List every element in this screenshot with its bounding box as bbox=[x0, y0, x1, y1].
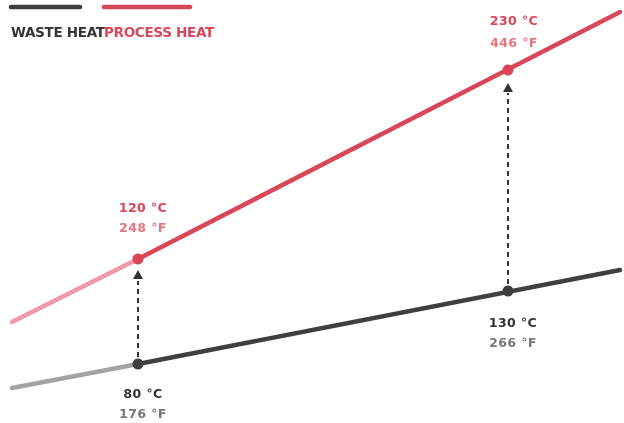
waste-high-celsius: 130 °C bbox=[489, 315, 537, 330]
waste-low-celsius: 80 °C bbox=[123, 386, 162, 401]
upgrade-arrow-low bbox=[133, 270, 143, 357]
process-heat-line-faded bbox=[9, 256, 141, 325]
legend-process-label: PROCESS HEAT bbox=[104, 25, 215, 41]
upgrade-arrow-high bbox=[503, 83, 513, 284]
upgrade-arrow-high-head bbox=[503, 83, 513, 92]
upgrade-arrow-low-head bbox=[133, 270, 143, 279]
legend: WASTE HEAT PROCESS HEAT bbox=[8, 4, 215, 41]
waste-heat-line-solid bbox=[135, 267, 623, 367]
process-low-point bbox=[132, 253, 144, 265]
waste-low-point bbox=[132, 358, 144, 370]
waste-low-fahrenheit: 176 °F bbox=[119, 406, 167, 421]
legend-waste-label: WASTE HEAT bbox=[11, 25, 106, 41]
process-heat-line-solid bbox=[135, 9, 623, 262]
process-high-fahrenheit: 446 °F bbox=[490, 35, 538, 50]
waste-high-fahrenheit: 266 °F bbox=[489, 335, 537, 350]
process-low-fahrenheit: 248 °F bbox=[119, 220, 167, 235]
process-heat-line bbox=[9, 9, 623, 325]
process-high-point bbox=[502, 64, 514, 76]
waste-heat-line-faded bbox=[9, 361, 141, 391]
process-high-celsius: 230 °C bbox=[490, 13, 538, 28]
waste-high-point bbox=[502, 285, 514, 297]
process-low-celsius: 120 °C bbox=[119, 200, 167, 215]
waste-heat-line bbox=[9, 267, 623, 391]
